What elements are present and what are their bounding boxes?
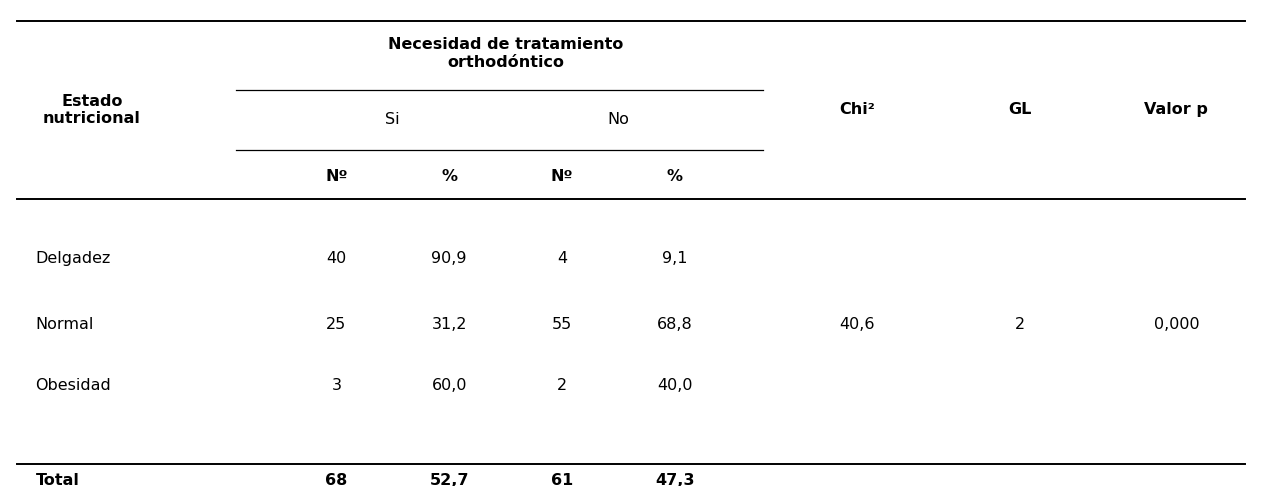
Text: Nº: Nº	[550, 169, 573, 184]
Text: Normal: Normal	[35, 317, 93, 331]
Text: 40,0: 40,0	[658, 378, 693, 393]
Text: 52,7: 52,7	[429, 472, 469, 486]
Text: 3: 3	[332, 378, 342, 393]
Text: 60,0: 60,0	[432, 378, 467, 393]
Text: 47,3: 47,3	[655, 472, 694, 486]
Text: 68: 68	[326, 472, 347, 486]
Text: 61: 61	[551, 472, 573, 486]
Text: No: No	[607, 112, 630, 126]
Text: 90,9: 90,9	[432, 251, 467, 266]
Text: Chi²: Chi²	[839, 103, 875, 117]
Text: 0,000: 0,000	[1153, 317, 1199, 331]
Text: 25: 25	[327, 317, 347, 331]
Text: GL: GL	[1008, 103, 1031, 117]
Text: 55: 55	[551, 317, 572, 331]
Text: Necesidad de tratamiento
orthodóntico: Necesidad de tratamiento orthodóntico	[387, 37, 623, 69]
Text: 4: 4	[557, 251, 567, 266]
Text: Total: Total	[35, 472, 80, 486]
Text: Obesidad: Obesidad	[35, 378, 111, 393]
Text: %: %	[442, 169, 457, 184]
Text: 2: 2	[1015, 317, 1025, 331]
Text: %: %	[666, 169, 683, 184]
Text: 40: 40	[327, 251, 347, 266]
Text: 68,8: 68,8	[658, 317, 693, 331]
Text: Nº: Nº	[326, 169, 347, 184]
Text: 2: 2	[557, 378, 567, 393]
Text: Delgadez: Delgadez	[35, 251, 111, 266]
Text: Estado
nutricional: Estado nutricional	[43, 94, 141, 126]
Text: 9,1: 9,1	[663, 251, 688, 266]
Text: Valor p: Valor p	[1145, 103, 1208, 117]
Text: 31,2: 31,2	[432, 317, 467, 331]
Text: Si: Si	[385, 112, 400, 126]
Text: 40,6: 40,6	[839, 317, 875, 331]
